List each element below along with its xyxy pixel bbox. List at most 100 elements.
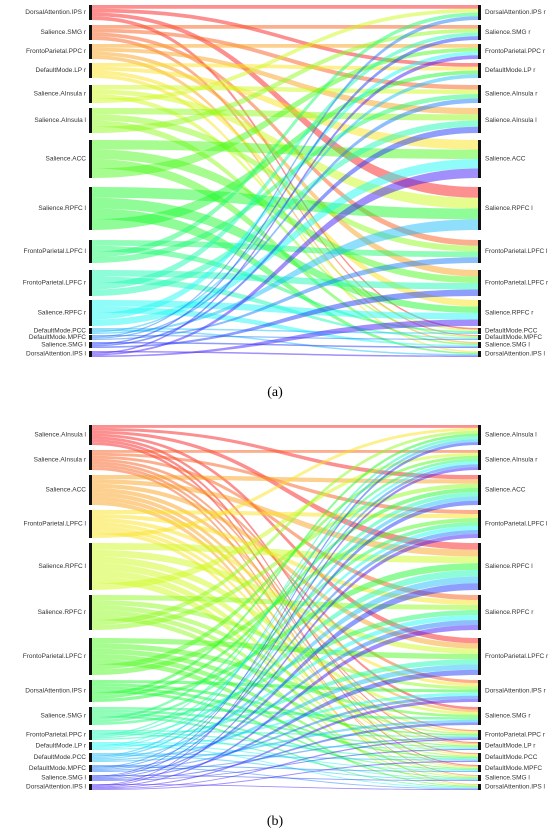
flow <box>92 245 478 333</box>
flow <box>92 492 478 745</box>
node-label: Salience.RPFC r <box>485 310 534 317</box>
flow <box>92 55 478 354</box>
flow <box>92 85 478 94</box>
flow <box>92 464 478 768</box>
flow <box>92 467 478 786</box>
flow <box>92 732 478 780</box>
flow <box>92 16 478 338</box>
node-bar <box>478 775 481 781</box>
flow <box>92 600 478 690</box>
node-label: DefaultMode.LP r <box>485 67 536 74</box>
node-label: Salience.AInsula l <box>485 432 537 439</box>
flow <box>92 659 478 740</box>
flow <box>92 738 478 790</box>
node-label: FrontoParietal.LPFC r <box>23 653 87 660</box>
node-bar <box>478 108 481 133</box>
flow <box>92 514 478 605</box>
node-label: Salience.SMG r <box>40 713 86 720</box>
flow <box>92 425 478 428</box>
flow <box>92 342 478 348</box>
flow <box>92 744 478 789</box>
flow <box>92 784 478 790</box>
flow <box>92 433 478 644</box>
node-label: Salience.RPFC r <box>38 310 87 317</box>
flow <box>92 32 478 246</box>
flow <box>92 159 478 326</box>
node-label: DorsalAttention.IPS l <box>26 784 87 791</box>
flow <box>92 664 478 761</box>
flow <box>92 653 478 769</box>
node-bar <box>89 475 92 505</box>
node-bar <box>478 475 481 505</box>
flow <box>92 563 478 702</box>
node-label: FrontoParietal.PPC r <box>485 48 546 55</box>
node-label: FrontoParietal.PPC r <box>26 732 87 739</box>
node-bar <box>478 742 481 750</box>
node-bar <box>478 638 481 675</box>
node-label: DefaultMode.LP r <box>485 743 536 750</box>
flow <box>92 487 478 699</box>
node-label: DefaultMode.PCC <box>34 754 87 761</box>
node-label: DorsalAttention.IPS r <box>25 688 87 695</box>
nodes: DorsalAttention.IPS r DorsalAttention.IPS… <box>23 5 549 791</box>
flow <box>92 328 478 334</box>
flow <box>92 680 478 693</box>
flow <box>92 120 478 296</box>
flow <box>92 70 478 307</box>
flow <box>92 44 478 48</box>
flow <box>92 8 478 67</box>
flow <box>92 576 478 760</box>
node-bar <box>89 543 92 590</box>
flow <box>92 430 478 550</box>
node-bar <box>478 342 481 348</box>
node-label: DefaultMode.PCC <box>485 328 538 335</box>
flow <box>92 722 478 781</box>
node-label: Salience.RPFC l <box>485 205 533 212</box>
node-label: Salience.AInsula l <box>485 117 537 124</box>
node-bar <box>478 25 481 40</box>
node-label: Salience.AInsula r <box>485 91 538 98</box>
node-bar <box>89 595 92 630</box>
node-bar <box>89 44 92 59</box>
flow <box>92 289 478 348</box>
node-bar <box>478 680 481 702</box>
flow <box>92 518 478 675</box>
node-label: Salience.SMG l <box>485 342 530 349</box>
flow <box>92 439 478 744</box>
node-label: DorsalAttention.IPS r <box>485 688 547 695</box>
flow <box>92 36 478 345</box>
flow <box>92 479 478 557</box>
flow <box>92 51 478 277</box>
node-label: Salience.RPFC l <box>38 205 86 212</box>
node-label: Salience.AInsula r <box>34 91 87 98</box>
node-label: DefaultMode.LP r <box>36 743 87 750</box>
flow <box>92 442 478 777</box>
node-bar <box>89 187 92 230</box>
flow <box>92 98 478 339</box>
node-label: FrontoParietal.LPFC r <box>23 280 87 287</box>
flow <box>92 168 478 356</box>
flow <box>92 692 478 750</box>
node-label: Salience.ACC <box>485 156 526 163</box>
node-label: Salience.SMG l <box>41 775 86 782</box>
flow <box>92 257 478 340</box>
node-label: Salience.SMG r <box>485 713 531 720</box>
node-bar <box>478 730 481 740</box>
flow <box>92 427 478 480</box>
node-label: Salience.AInsula r <box>34 457 87 464</box>
node-label: FrontoParietal.PPC r <box>26 48 87 55</box>
flow <box>92 695 478 771</box>
flow <box>92 28 478 90</box>
node-bar <box>89 85 92 103</box>
node-bar <box>89 680 92 702</box>
node-bar <box>478 753 481 762</box>
flow <box>92 25 478 29</box>
flow <box>92 748 478 781</box>
node-bar <box>89 638 92 675</box>
node-bar <box>89 510 92 538</box>
flow <box>92 530 478 769</box>
flows <box>92 5 478 790</box>
flow <box>92 436 478 710</box>
node-label: Salience.RPFC l <box>485 563 533 570</box>
flow <box>92 475 478 484</box>
